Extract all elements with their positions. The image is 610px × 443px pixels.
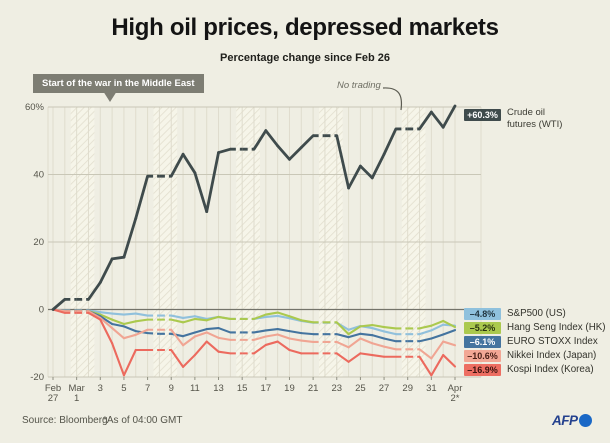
nikkei-change-badge: –10.6% (464, 350, 501, 362)
x-tick-label: 3 (98, 383, 103, 394)
source-credit: Source: Bloomberg (22, 415, 108, 426)
chart-subtitle: Percentage change since Feb 26 (220, 52, 390, 64)
x-tick-label: 11 (190, 383, 200, 394)
x-tick-label: 23 (331, 383, 342, 394)
x-tick-label: 27 (379, 383, 390, 394)
no-trading-pointer-curve (382, 87, 403, 111)
war-annotation: Start of the war in the Middle East (33, 74, 204, 93)
x-tick-label: 17 (261, 383, 272, 394)
series-hang-seng-index-hk- (51, 308, 457, 336)
x-tick-label: Feb 27 (45, 383, 61, 404)
crude-label: Crude oil futures (WTI) (507, 107, 562, 130)
y-tick-label: -20 (30, 372, 44, 383)
nikkei-label: Nikkei Index (Japan) (507, 350, 597, 361)
sp500-label: S&P500 (US) (507, 308, 566, 319)
x-tick-label: 15 (237, 383, 248, 394)
eurostoxx-change-badge: –6.1% (464, 336, 501, 348)
afp-globe-icon (578, 414, 592, 427)
asterisk-note: *As of 04:00 GMT (103, 415, 183, 426)
eurostoxx-label: EURO STOXX Index (507, 336, 598, 347)
x-tick-label: 31 (426, 383, 437, 394)
x-tick-label: 7 (145, 383, 150, 394)
chart-title: High oil prices, depressed markets (111, 14, 499, 41)
sp500-change-badge: –4.8% (464, 308, 501, 320)
y-tick-label: 0 (39, 305, 44, 316)
hangseng-label: Hang Seng Index (HK) (507, 322, 606, 333)
y-tick-label: 60% (25, 102, 45, 113)
kospi-change-badge: –16.9% (464, 364, 501, 376)
series-kospi-index-korea- (51, 308, 457, 377)
x-tick-label: Apr 2* (448, 383, 463, 404)
crude-label-line1: Crude oil (507, 107, 546, 118)
x-tick-label: 5 (121, 383, 126, 394)
kospi-label: Kospi Index (Korea) (507, 364, 594, 375)
no-trading-annotation: No trading (337, 80, 381, 91)
x-tick-label: 13 (213, 383, 224, 394)
x-tick-label: 21 (308, 383, 319, 394)
x-tick-label: 25 (355, 383, 366, 394)
x-tick-label: 9 (169, 383, 174, 394)
x-tick-label: Mar 1 (68, 383, 84, 404)
y-tick-label: 20 (33, 237, 44, 248)
x-tick-label: 19 (284, 383, 295, 394)
crude-label-line2: futures (WTI) (507, 118, 563, 130)
series-crude-oil-futures-wti- (51, 104, 457, 311)
afp-logo-text: AFP (552, 413, 578, 428)
hangseng-change-badge: –5.2% (464, 322, 501, 334)
war-annotation-pointer-icon (103, 91, 117, 102)
x-tick-label: 29 (402, 383, 413, 394)
crude-change-badge: +60.3% (464, 109, 501, 121)
afp-logo: AFP (552, 412, 592, 430)
y-tick-label: 40 (33, 170, 44, 181)
series-nikkei-index-japan- (51, 308, 457, 360)
